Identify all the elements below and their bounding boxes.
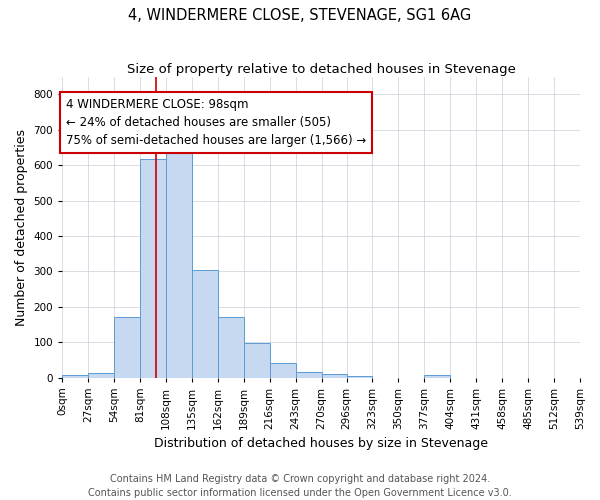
X-axis label: Distribution of detached houses by size in Stevenage: Distribution of detached houses by size … [154, 437, 488, 450]
Bar [62, 374, 88, 378]
Bar [114, 316, 140, 378]
Text: 4 WINDERMERE CLOSE: 98sqm
← 24% of detached houses are smaller (505)
75% of semi: 4 WINDERMERE CLOSE: 98sqm ← 24% of detac… [66, 98, 367, 147]
Bar [140, 159, 166, 378]
Bar [424, 376, 451, 378]
Bar [192, 270, 218, 378]
Bar [166, 148, 192, 378]
Bar [296, 372, 322, 378]
Y-axis label: Number of detached properties: Number of detached properties [15, 128, 28, 326]
Bar [88, 374, 114, 378]
Bar [218, 316, 244, 378]
Text: 4, WINDERMERE CLOSE, STEVENAGE, SG1 6AG: 4, WINDERMERE CLOSE, STEVENAGE, SG1 6AG [128, 8, 472, 22]
Bar [244, 343, 270, 378]
Bar [270, 362, 296, 378]
Bar [322, 374, 347, 378]
Bar [347, 376, 373, 378]
Title: Size of property relative to detached houses in Stevenage: Size of property relative to detached ho… [127, 62, 515, 76]
Text: Contains HM Land Registry data © Crown copyright and database right 2024.
Contai: Contains HM Land Registry data © Crown c… [88, 474, 512, 498]
